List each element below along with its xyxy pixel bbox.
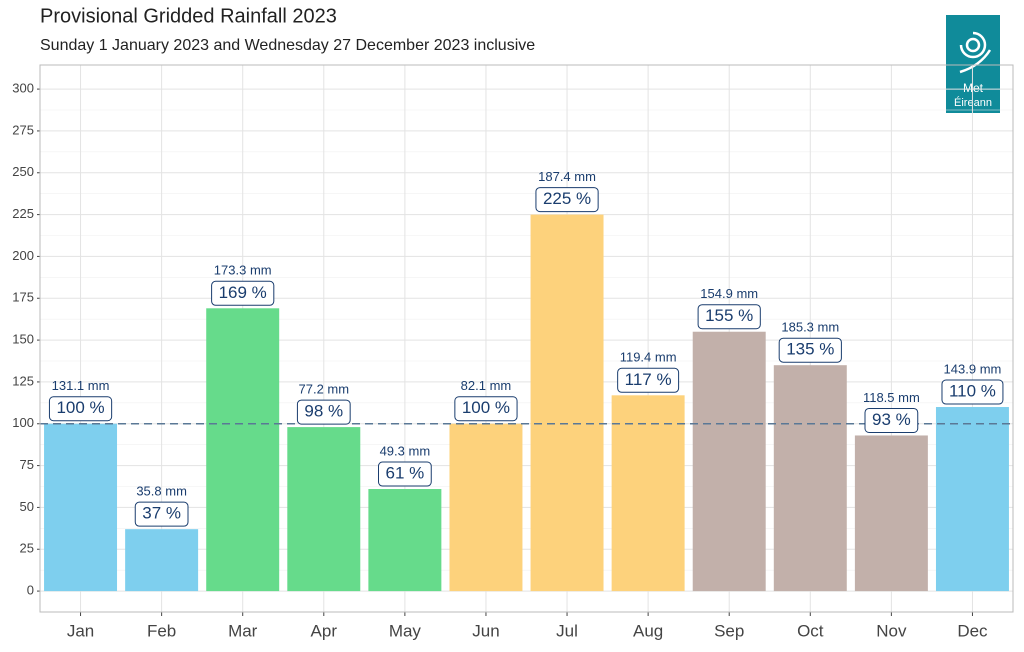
y-tick-label: 150: [12, 332, 34, 347]
rainfall-label: 185.3 mm: [781, 320, 839, 335]
value-label: 100 %: [56, 398, 104, 417]
x-tick-label: Apr: [311, 621, 338, 640]
value-label-box: [535, 187, 599, 213]
rainfall-label: 131.1 mm: [52, 378, 110, 393]
value-label: 225 %: [543, 189, 591, 208]
rainfall-label: 82.1 mm: [461, 378, 512, 393]
x-tick-label: May: [389, 621, 422, 640]
y-tick-label: 50: [20, 499, 34, 514]
logo: [946, 15, 1000, 113]
value-label-box: [134, 501, 189, 527]
y-tick-label: 225: [12, 206, 34, 221]
rainfall-label: 77.2 mm: [299, 382, 350, 397]
y-tick-label: 75: [20, 457, 34, 472]
bar: [368, 489, 442, 592]
value-label-box: [778, 337, 842, 363]
x-tick-label: Jun: [472, 621, 499, 640]
x-tick-label: Sep: [714, 621, 744, 640]
logo-text: Éireann: [954, 96, 992, 109]
value-label: 100 %: [462, 398, 510, 417]
value-label-box: [864, 407, 919, 433]
value-label: 93 %: [872, 410, 911, 429]
y-tick-label: 0: [27, 583, 34, 598]
bar: [206, 308, 280, 592]
y-tick-label: 175: [12, 290, 34, 305]
rainfall-label: 119.4 mm: [620, 350, 677, 365]
value-label-box: [697, 304, 761, 330]
y-tick-label: 275: [12, 122, 34, 137]
bar: [611, 395, 685, 592]
bar: [44, 423, 118, 592]
bar: [449, 423, 523, 592]
value-label: 98 %: [304, 402, 343, 421]
x-tick-label: Mar: [228, 621, 258, 640]
bar: [125, 529, 199, 592]
y-tick-label: 300: [12, 81, 34, 96]
y-tick-label: 25: [20, 541, 34, 556]
value-label: 155 %: [705, 306, 753, 325]
rainfall-label: 173.3 mm: [214, 263, 272, 278]
rainfall-label: 187.4 mm: [538, 169, 596, 184]
value-label: 135 %: [786, 340, 834, 359]
y-tick-label: 200: [12, 248, 34, 263]
value-label-box: [48, 396, 113, 422]
x-tick-label: Dec: [957, 621, 988, 640]
x-tick-label: Aug: [633, 621, 663, 640]
value-label: 37 %: [142, 504, 181, 523]
value-label-box: [211, 280, 275, 306]
bar: [854, 435, 928, 592]
plot-border: [39, 64, 1014, 613]
logo-text: Met: [963, 81, 984, 95]
value-label: 110 %: [949, 382, 996, 401]
rainfall-label: 154.9 mm: [700, 286, 758, 301]
value-label-box: [941, 379, 1004, 405]
chart-subtitle: Sunday 1 January 2023 and Wednesday 27 D…: [40, 37, 535, 54]
value-label: 169 %: [219, 283, 267, 302]
x-tick-label: Feb: [147, 621, 176, 640]
y-tick-label: 125: [12, 373, 34, 388]
rainfall-label: 49.3 mm: [380, 443, 431, 458]
x-tick-label: Nov: [876, 621, 907, 640]
chart-title: Provisional Gridded Rainfall 2023: [40, 5, 337, 27]
bar: [935, 407, 1009, 592]
value-label-box: [296, 399, 351, 425]
value-label: 61 %: [386, 463, 425, 482]
x-tick-label: Oct: [797, 621, 824, 640]
value-label: 117 %: [625, 370, 672, 389]
rainfall-label: 143.9 mm: [944, 361, 1002, 376]
y-tick-label: 100: [12, 415, 34, 430]
logo-swirl: [959, 31, 992, 74]
x-tick-label: Jul: [556, 621, 578, 640]
value-label-box: [378, 461, 432, 487]
bar: [287, 427, 361, 592]
x-tick-label: Jan: [67, 621, 94, 640]
rainfall-label: 35.8 mm: [136, 484, 187, 499]
bar: [530, 214, 604, 592]
bar: [692, 331, 766, 592]
y-tick-label: 250: [12, 164, 34, 179]
value-label-box: [617, 367, 680, 393]
value-label-box: [454, 396, 518, 422]
rainfall-label: 118.5 mm: [863, 390, 920, 405]
bar: [773, 365, 847, 592]
